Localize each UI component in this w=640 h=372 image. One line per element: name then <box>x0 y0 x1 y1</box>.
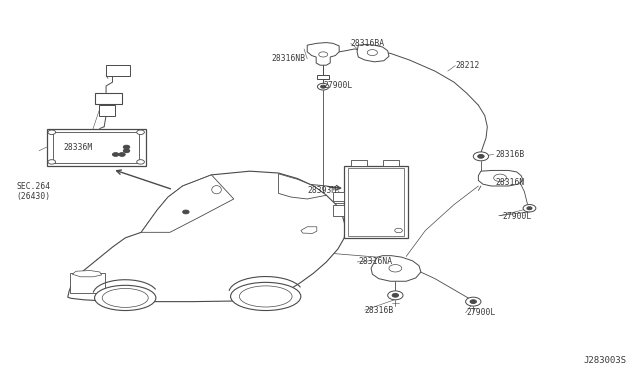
Circle shape <box>466 297 481 306</box>
Polygon shape <box>357 44 389 62</box>
Circle shape <box>367 49 378 55</box>
Bar <box>351 160 367 166</box>
Circle shape <box>113 153 119 156</box>
Bar <box>106 65 131 76</box>
Text: 28316B: 28316B <box>495 150 525 159</box>
Ellipse shape <box>102 288 148 307</box>
Circle shape <box>137 160 145 164</box>
Text: 27900L: 27900L <box>502 212 531 221</box>
Bar <box>53 132 140 163</box>
Circle shape <box>388 291 403 300</box>
Polygon shape <box>141 175 234 232</box>
Polygon shape <box>278 174 326 199</box>
Circle shape <box>527 207 532 210</box>
Circle shape <box>493 174 506 182</box>
Ellipse shape <box>230 282 301 311</box>
Circle shape <box>319 52 328 57</box>
Circle shape <box>477 154 484 158</box>
Polygon shape <box>478 170 523 186</box>
Text: 28212: 28212 <box>456 61 480 70</box>
Polygon shape <box>307 42 339 65</box>
Bar <box>348 168 404 235</box>
Bar <box>70 273 105 294</box>
Circle shape <box>48 160 56 164</box>
Circle shape <box>119 153 125 156</box>
Text: 28316NB: 28316NB <box>271 54 305 63</box>
Bar <box>99 105 115 116</box>
Circle shape <box>470 300 476 304</box>
Circle shape <box>124 149 130 153</box>
Ellipse shape <box>239 286 292 307</box>
Circle shape <box>317 83 329 90</box>
Circle shape <box>473 152 488 161</box>
Polygon shape <box>68 171 346 302</box>
Text: 27900L: 27900L <box>467 308 496 317</box>
Text: 28316N: 28316N <box>495 178 525 187</box>
Text: 28316NA: 28316NA <box>358 257 392 266</box>
Circle shape <box>124 145 130 149</box>
Polygon shape <box>317 75 329 79</box>
Bar <box>95 93 122 105</box>
Circle shape <box>392 294 399 297</box>
Circle shape <box>523 205 536 212</box>
Text: 28316B: 28316B <box>365 306 394 315</box>
Text: 28336M: 28336M <box>63 142 93 151</box>
Circle shape <box>182 210 189 214</box>
Circle shape <box>321 85 326 88</box>
Polygon shape <box>371 256 421 281</box>
Ellipse shape <box>95 285 156 311</box>
Bar <box>333 205 344 216</box>
Circle shape <box>395 228 403 233</box>
Bar <box>383 160 399 166</box>
Bar <box>344 166 408 238</box>
Polygon shape <box>72 270 102 277</box>
Circle shape <box>48 130 56 135</box>
Text: J283003S: J283003S <box>584 356 627 365</box>
Polygon shape <box>301 227 317 234</box>
Text: 27900L: 27900L <box>324 81 353 90</box>
Bar <box>333 192 344 201</box>
Ellipse shape <box>212 186 221 194</box>
Circle shape <box>137 130 145 135</box>
Text: SEC.264
(26430): SEC.264 (26430) <box>17 182 51 201</box>
Text: 28393M: 28393M <box>307 186 337 195</box>
Text: 28316BA: 28316BA <box>351 39 385 48</box>
Circle shape <box>389 264 402 272</box>
Bar <box>47 129 146 166</box>
